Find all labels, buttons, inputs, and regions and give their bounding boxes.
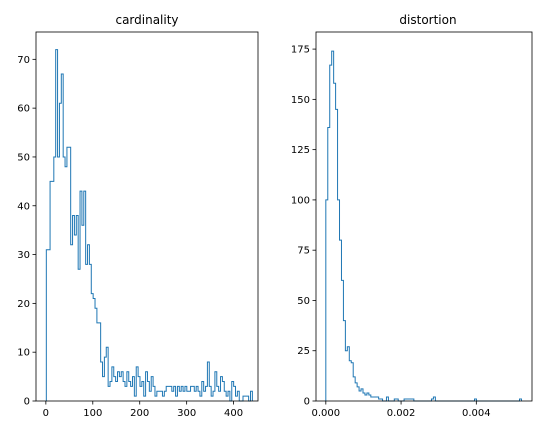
cardinality-x-tick-label: 300 (177, 408, 196, 419)
distortion-x-axis: 0.000 0.002 0.004 (311, 401, 491, 419)
distortion-y-tick-label: 175 (291, 45, 310, 56)
cardinality-y-tick-label: 20 (17, 299, 30, 310)
cardinality-y-tick-label: 0 (24, 397, 30, 408)
cardinality-y-tick-label: 40 (17, 201, 30, 212)
distortion-title: distortion (399, 13, 456, 27)
cardinality-y-tick-label: 50 (17, 152, 30, 163)
distortion-y-tick-label: 50 (297, 296, 310, 307)
distortion-y-tick-label: 100 (291, 195, 310, 206)
cardinality-plot-frame (35, 31, 259, 402)
distortion-plot-frame (315, 31, 533, 402)
cardinality-y-tick-label: 60 (17, 104, 30, 115)
cardinality-x-tick-label: 400 (224, 408, 243, 419)
cardinality-y-axis: 0 10 20 30 40 50 60 70 (17, 55, 36, 408)
cardinality-panel: cardinality 0 100 200 300 400 0 10 20 30 40 50 60 7… (17, 13, 259, 419)
cardinality-x-axis: 0 100 200 300 400 (43, 401, 243, 419)
distortion-y-tick-label: 75 (297, 246, 310, 257)
cardinality-x-tick-label: 0 (43, 408, 49, 419)
cardinality-y-tick-label: 70 (17, 55, 30, 66)
cardinality-y-tick-label: 30 (17, 250, 30, 261)
cardinality-y-tick-label: 10 (17, 348, 30, 359)
cardinality-histogram-step (45, 49, 253, 402)
cardinality-title: cardinality (115, 13, 178, 27)
distortion-y-tick-label: 25 (297, 346, 310, 357)
distortion-x-tick-label: 0.002 (387, 408, 416, 419)
distortion-y-tick-label: 0 (304, 397, 310, 408)
distortion-y-tick-label: 150 (291, 95, 310, 106)
cardinality-x-tick-label: 100 (83, 408, 102, 419)
distortion-x-tick-label: 0.000 (311, 408, 340, 419)
distortion-panel: distortion 0.000 0.002 0.004 0 25 50 75 100 125… (291, 13, 533, 419)
cardinality-x-tick-label: 200 (130, 408, 149, 419)
distortion-y-tick-label: 125 (291, 145, 310, 156)
distortion-y-axis: 0 25 50 75 100 125 150 175 (291, 45, 316, 408)
distortion-x-tick-label: 0.004 (462, 408, 491, 419)
